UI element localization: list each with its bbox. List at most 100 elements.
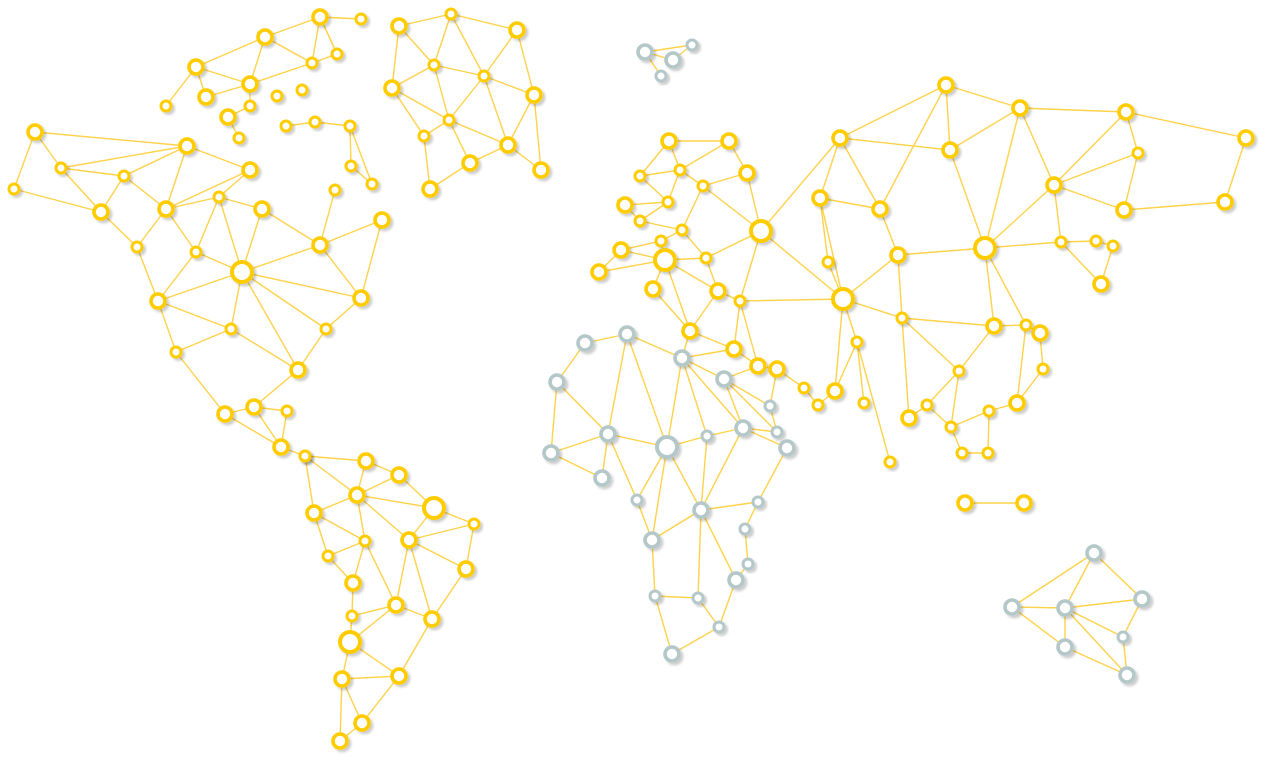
africa-node [548,373,566,391]
north-america-node [373,211,391,229]
greenland-node [390,17,408,35]
south-america-node [357,452,375,470]
north-america-edge [175,351,226,415]
europe-node [709,282,727,300]
australia-node [1056,599,1074,617]
south-america-edge [327,540,366,557]
africa-edge [607,333,628,435]
greenland-edge [433,64,450,121]
south-america-node [390,667,408,685]
asia-edge [987,410,990,454]
asia-node [1031,324,1049,342]
africa-node [738,522,752,536]
australia-edge [1064,607,1124,638]
north-america-node [311,236,329,254]
south-america-node [423,610,441,628]
north-america-edge [261,208,321,246]
europe-node [633,169,647,183]
greenland-node [525,86,543,104]
asia-node [1216,193,1234,211]
greenland-node [417,129,431,143]
africa-node [763,399,777,413]
south-america-edge [339,678,343,742]
asia-edge [950,370,960,428]
bridge-edge [760,230,844,300]
africa-edge [651,446,668,541]
greenland-edge [448,119,509,146]
south-america-node [344,574,362,592]
greenland-edge [433,13,452,66]
africa-node [643,531,661,549]
greenland-edge [483,75,509,146]
europe-node [749,357,767,375]
bridge-edge [739,298,844,302]
asia-node [889,246,907,264]
asia-node [821,255,835,269]
south-america-node [353,714,371,732]
north-america-node [232,131,246,145]
europe-edge [639,169,681,177]
africa-node [576,334,594,352]
north-america-edge [230,328,299,371]
north-america-node [197,88,215,106]
asia-node [1089,234,1103,248]
asia-edge [839,137,881,210]
north-america-node [305,56,319,70]
asia-node [973,236,997,260]
asia-edge [1123,201,1226,211]
asia-edge [949,107,1021,151]
europe-node [768,360,786,378]
north-america-node [352,289,370,307]
africa-edge [556,381,609,435]
europe-node [738,164,756,182]
north-america-edge [157,300,232,330]
africa-edge [700,509,737,581]
south-america-node [345,609,359,623]
north-america-edge [249,62,313,85]
north-america-node [279,119,293,133]
asia-node [826,382,844,400]
asia-edge [984,247,995,327]
greenland-edge [391,25,400,89]
europe-edge [681,185,704,231]
africa-edge [700,435,708,511]
asia-edge [879,84,947,210]
north-america-node [157,200,175,218]
africa-node [770,425,784,439]
greenland-node [421,180,439,198]
africa-node [727,571,745,589]
asia-node [985,317,1003,335]
greenland-edge [450,13,518,31]
north-america-node [311,8,329,26]
north-america-node [328,183,342,197]
europe-edge [739,300,759,367]
north-america-node [169,345,183,359]
asia-edge [901,317,995,327]
africa-node [751,495,765,509]
north-america-edge [165,196,220,210]
africa-node [593,469,611,487]
australia-edge [1011,606,1066,609]
asia-edge [839,137,951,151]
asia-node [1237,129,1255,147]
asia-node [981,446,995,460]
africa-node [542,444,560,462]
greenland-node [427,58,441,72]
asia-node [956,494,974,512]
europe-node [644,280,662,298]
africa-edge [550,381,558,454]
north-america-edge [195,66,251,85]
africa-node [630,493,644,507]
south-america-node [358,534,372,548]
south-america-edge [356,494,410,541]
africa-node [741,557,755,571]
north-america-edge [157,251,197,302]
svalbard-node [654,69,668,83]
north-america-node [289,361,307,379]
africa-node [599,425,617,443]
africa-edge [723,378,778,433]
asia-edge [1053,111,1127,186]
south-america-node [333,670,351,688]
north-america-node [159,99,173,113]
